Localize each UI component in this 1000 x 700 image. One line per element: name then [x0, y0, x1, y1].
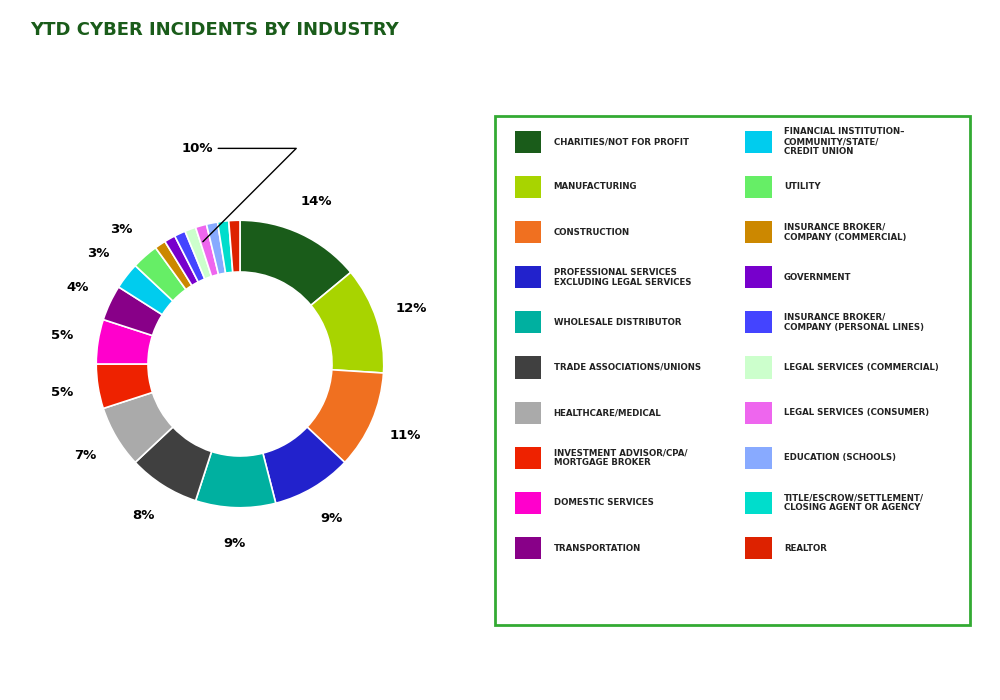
FancyBboxPatch shape — [514, 176, 541, 198]
FancyBboxPatch shape — [514, 266, 541, 288]
FancyBboxPatch shape — [745, 492, 772, 514]
Wedge shape — [119, 265, 173, 315]
FancyBboxPatch shape — [745, 356, 772, 379]
FancyBboxPatch shape — [514, 537, 541, 559]
Text: INSURANCE BROKER/
COMPANY (COMMERCIAL): INSURANCE BROKER/ COMPANY (COMMERCIAL) — [784, 223, 906, 241]
Text: TITLE/ESCROW/SETTLEMENT/
CLOSING AGENT OR AGENCY: TITLE/ESCROW/SETTLEMENT/ CLOSING AGENT O… — [784, 494, 924, 512]
Wedge shape — [196, 452, 276, 508]
Text: CHARITIES/NOT FOR PROFIT: CHARITIES/NOT FOR PROFIT — [554, 137, 689, 146]
FancyBboxPatch shape — [745, 221, 772, 243]
Wedge shape — [311, 272, 384, 373]
Text: REALTOR: REALTOR — [784, 544, 827, 552]
Text: MANUFACTURING: MANUFACTURING — [554, 183, 637, 191]
Wedge shape — [156, 241, 192, 290]
Text: 5%: 5% — [51, 386, 74, 398]
Text: WHOLESALE DISTRIBUTOR: WHOLESALE DISTRIBUTOR — [554, 318, 681, 327]
Text: HEALTHCARE/MEDICAL: HEALTHCARE/MEDICAL — [554, 408, 661, 417]
Wedge shape — [185, 228, 212, 279]
FancyBboxPatch shape — [514, 402, 541, 424]
Text: 4%: 4% — [66, 281, 89, 294]
Text: 7%: 7% — [74, 449, 96, 462]
Wedge shape — [135, 427, 212, 500]
Text: 14%: 14% — [301, 195, 332, 208]
Text: UTILITY: UTILITY — [784, 183, 821, 191]
Wedge shape — [175, 231, 205, 282]
Wedge shape — [103, 287, 162, 335]
Wedge shape — [196, 224, 219, 276]
Text: YTD CYBER INCIDENTS BY INDUSTRY: YTD CYBER INCIDENTS BY INDUSTRY — [30, 21, 399, 39]
FancyBboxPatch shape — [514, 492, 541, 514]
Text: 9%: 9% — [223, 537, 245, 550]
FancyBboxPatch shape — [745, 266, 772, 288]
Wedge shape — [218, 220, 233, 273]
FancyBboxPatch shape — [514, 312, 541, 333]
FancyBboxPatch shape — [514, 131, 541, 153]
FancyBboxPatch shape — [514, 447, 541, 469]
Wedge shape — [96, 320, 153, 364]
Text: EDUCATION (SCHOOLS): EDUCATION (SCHOOLS) — [784, 454, 896, 462]
FancyBboxPatch shape — [745, 176, 772, 198]
Text: TRANSPORTATION: TRANSPORTATION — [554, 544, 641, 552]
Wedge shape — [206, 222, 226, 274]
Text: 8%: 8% — [133, 509, 155, 522]
Text: INVESTMENT ADVISOR/CPA/
MORTGAGE BROKER: INVESTMENT ADVISOR/CPA/ MORTGAGE BROKER — [554, 448, 687, 468]
FancyBboxPatch shape — [745, 537, 772, 559]
Text: 12%: 12% — [395, 302, 427, 315]
FancyBboxPatch shape — [514, 356, 541, 379]
FancyBboxPatch shape — [745, 402, 772, 424]
Wedge shape — [96, 364, 153, 408]
Wedge shape — [240, 220, 351, 305]
FancyBboxPatch shape — [745, 447, 772, 469]
FancyBboxPatch shape — [745, 131, 772, 153]
Text: INSURANCE BROKER/
COMPANY (PERSONAL LINES): INSURANCE BROKER/ COMPANY (PERSONAL LINE… — [784, 313, 924, 332]
Text: 3%: 3% — [87, 247, 109, 260]
Wedge shape — [307, 370, 383, 463]
Wedge shape — [229, 220, 240, 272]
Text: FINANCIAL INSTITUTION–
COMMUNITY/STATE/
CREDIT UNION: FINANCIAL INSTITUTION– COMMUNITY/STATE/ … — [784, 127, 904, 156]
Wedge shape — [103, 393, 173, 463]
Text: 5%: 5% — [51, 330, 74, 342]
Text: PROFESSIONAL SERVICES
EXCLUDING LEGAL SERVICES: PROFESSIONAL SERVICES EXCLUDING LEGAL SE… — [554, 267, 691, 287]
Text: DOMESTIC SERVICES: DOMESTIC SERVICES — [554, 498, 654, 508]
FancyBboxPatch shape — [745, 312, 772, 333]
Wedge shape — [165, 236, 198, 286]
Text: 9%: 9% — [320, 512, 343, 525]
Text: GOVERNMENT: GOVERNMENT — [784, 273, 852, 281]
Text: LEGAL SERVICES (CONSUMER): LEGAL SERVICES (CONSUMER) — [784, 408, 929, 417]
FancyBboxPatch shape — [514, 221, 541, 243]
Text: 11%: 11% — [389, 429, 421, 442]
Text: 10%: 10% — [181, 142, 296, 242]
Text: LEGAL SERVICES (COMMERCIAL): LEGAL SERVICES (COMMERCIAL) — [784, 363, 939, 372]
Wedge shape — [263, 427, 345, 503]
Text: CONSTRUCTION: CONSTRUCTION — [554, 228, 630, 237]
Wedge shape — [135, 248, 186, 301]
Text: 3%: 3% — [110, 223, 132, 236]
Text: TRADE ASSOCIATIONS/UNIONS: TRADE ASSOCIATIONS/UNIONS — [554, 363, 701, 372]
